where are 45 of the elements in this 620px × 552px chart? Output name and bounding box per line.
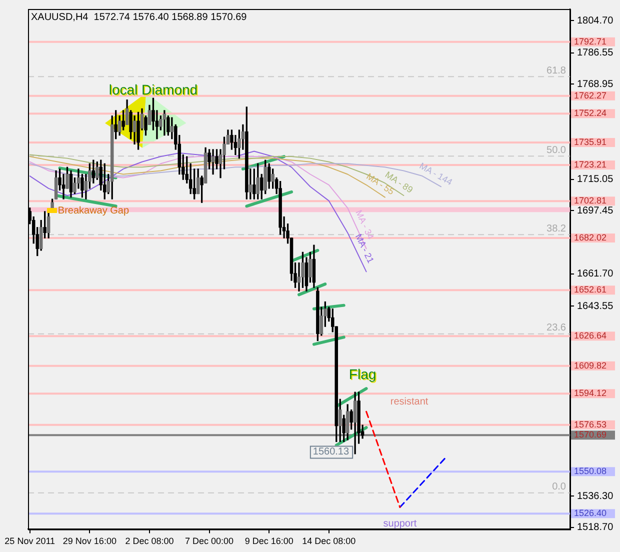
y-tick-label: 1715.05 bbox=[577, 174, 614, 186]
y-tick-label: 1786.55 bbox=[577, 48, 614, 59]
ref-line-label: 1594.12 bbox=[574, 388, 607, 398]
y-tick-label: 1804.70 bbox=[577, 15, 614, 26]
y-tick-label: 1536.30 bbox=[577, 490, 614, 502]
ref-line-label: 1682.02 bbox=[574, 232, 607, 242]
annotation: 38.2 bbox=[546, 223, 566, 234]
y-tick-label: 1768.95 bbox=[577, 78, 614, 90]
annotation: 23.6 bbox=[546, 322, 566, 334]
y-tick-label: 1661.70 bbox=[577, 268, 614, 280]
candlestick bbox=[211, 149, 215, 175]
x-tick-label: 7 Dec 00:00 bbox=[185, 536, 234, 546]
ref-line-label: 1576.53 bbox=[574, 419, 607, 430]
y-tick-label: 1518.70 bbox=[577, 522, 614, 533]
y-tick-label: 1643.55 bbox=[577, 300, 614, 312]
candlestick bbox=[162, 110, 166, 136]
ref-line-label: 1570.69 bbox=[574, 430, 607, 440]
x-tick-label: 14 Dec 08:00 bbox=[302, 536, 356, 546]
text: MA - 144 bbox=[418, 160, 454, 188]
ref-line-label: 1792.71 bbox=[574, 36, 607, 46]
ref-line-label: 1735.91 bbox=[574, 137, 607, 148]
ref-line-label: 1526.40 bbox=[574, 508, 607, 518]
annotation: 61.8 bbox=[546, 65, 566, 76]
annotation: 1560.13 bbox=[312, 446, 350, 458]
annotation: resistant bbox=[390, 396, 428, 408]
annotation: local Diamond bbox=[110, 82, 199, 99]
y-tick-label: 1697.45 bbox=[577, 205, 614, 216]
annotation: support bbox=[383, 518, 417, 530]
ref-line-label: 1550.08 bbox=[574, 466, 607, 476]
annotation: Breakaway Gap bbox=[58, 205, 130, 216]
x-tick-label: 29 Nov 16:00 bbox=[62, 536, 116, 546]
ref-line-label: 1762.27 bbox=[574, 90, 607, 100]
ref-line-label: 1702.81 bbox=[574, 196, 607, 206]
x-tick-label: 2 Dec 08:00 bbox=[125, 536, 174, 546]
annotation: 50.0 bbox=[546, 144, 566, 156]
ref-line-label: 1626.64 bbox=[574, 330, 607, 341]
x-tick-label: 9 Dec 16:00 bbox=[244, 536, 294, 546]
annotation: 0.0 bbox=[552, 482, 566, 493]
chart-title: XAUUSD,H4 1572.74 1576.40 1568.89 1570.69 bbox=[31, 12, 248, 23]
x-tick-label: 25 Nov 2011 bbox=[4, 536, 56, 546]
ref-line-label: 1609.82 bbox=[574, 360, 607, 370]
ref-line-label: 1652.61 bbox=[574, 284, 607, 295]
ref-line-label: 1723.21 bbox=[574, 160, 607, 170]
ref-line-label: 1752.24 bbox=[574, 108, 607, 118]
annotation: Flag bbox=[350, 367, 378, 384]
